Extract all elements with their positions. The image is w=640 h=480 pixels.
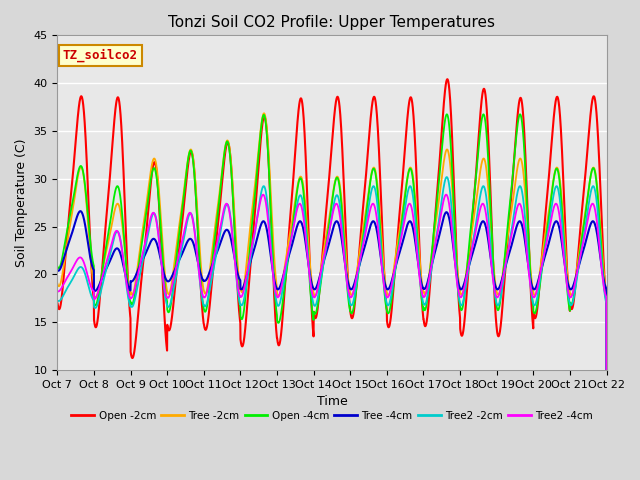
Tree -4cm bbox=[77, 208, 84, 214]
Tree2 -2cm bbox=[288, 234, 296, 240]
Line: Open -2cm: Open -2cm bbox=[58, 79, 607, 466]
Tree2 -4cm bbox=[533, 288, 541, 294]
Tree -2cm bbox=[592, 172, 600, 178]
Open -4cm bbox=[264, 148, 272, 154]
Open -4cm bbox=[533, 304, 541, 310]
Tree -4cm bbox=[149, 236, 157, 242]
Open -2cm bbox=[592, 104, 600, 109]
Tree2 -4cm bbox=[288, 233, 296, 239]
Tree -2cm bbox=[264, 143, 272, 148]
Open -4cm bbox=[148, 168, 156, 173]
Tree -4cm bbox=[54, 267, 61, 273]
Line: Tree -4cm: Tree -4cm bbox=[58, 211, 607, 466]
Tree -2cm bbox=[260, 110, 268, 116]
Open -2cm bbox=[264, 146, 272, 152]
Line: Tree2 -4cm: Tree2 -4cm bbox=[58, 195, 607, 466]
Tree -2cm bbox=[116, 207, 124, 213]
Tree -4cm bbox=[288, 242, 296, 248]
Tree2 -4cm bbox=[442, 192, 450, 198]
Tree2 -2cm bbox=[264, 206, 272, 212]
Tree2 -2cm bbox=[603, 463, 611, 468]
Legend: Open -2cm, Tree -2cm, Open -4cm, Tree -4cm, Tree2 -2cm, Tree2 -4cm: Open -2cm, Tree -2cm, Open -4cm, Tree -4… bbox=[67, 407, 596, 425]
Open -4cm bbox=[603, 463, 611, 468]
Tree2 -4cm bbox=[592, 212, 600, 217]
Open -4cm bbox=[116, 192, 124, 198]
Tree2 -2cm bbox=[116, 235, 124, 240]
Open -4cm bbox=[592, 175, 600, 180]
Y-axis label: Soil Temperature (C): Soil Temperature (C) bbox=[15, 138, 28, 267]
Line: Tree2 -2cm: Tree2 -2cm bbox=[58, 177, 607, 466]
Open -4cm bbox=[479, 111, 487, 117]
Tree -2cm bbox=[148, 159, 156, 165]
Tree2 -2cm bbox=[54, 298, 61, 303]
Tree2 -4cm bbox=[54, 288, 61, 294]
Tree2 -4cm bbox=[264, 216, 272, 222]
Open -2cm bbox=[148, 165, 156, 171]
Tree -4cm bbox=[264, 234, 272, 240]
Tree2 -4cm bbox=[148, 210, 156, 216]
Tree -4cm bbox=[533, 283, 541, 288]
Open -2cm bbox=[444, 76, 451, 82]
Tree -4cm bbox=[116, 250, 124, 256]
Tree -2cm bbox=[533, 288, 541, 294]
Tree2 -2cm bbox=[443, 174, 451, 180]
Open -2cm bbox=[533, 310, 541, 315]
Open -2cm bbox=[288, 196, 296, 202]
Tree2 -2cm bbox=[592, 192, 600, 198]
Tree2 -4cm bbox=[116, 236, 124, 241]
Tree -2cm bbox=[54, 281, 61, 287]
Open -2cm bbox=[603, 463, 611, 468]
Line: Open -4cm: Open -4cm bbox=[58, 114, 607, 466]
Tree -4cm bbox=[592, 225, 600, 230]
Open -4cm bbox=[288, 231, 296, 237]
Tree -4cm bbox=[603, 463, 611, 468]
Tree -2cm bbox=[288, 219, 296, 225]
Title: Tonzi Soil CO2 Profile: Upper Temperatures: Tonzi Soil CO2 Profile: Upper Temperatur… bbox=[168, 15, 495, 30]
Open -4cm bbox=[54, 264, 61, 269]
Tree2 -4cm bbox=[603, 463, 611, 468]
Open -2cm bbox=[116, 106, 124, 111]
Open -2cm bbox=[54, 300, 61, 306]
X-axis label: Time: Time bbox=[317, 396, 348, 408]
Line: Tree -2cm: Tree -2cm bbox=[58, 113, 607, 466]
Tree2 -2cm bbox=[533, 297, 541, 303]
Text: TZ_soilco2: TZ_soilco2 bbox=[63, 48, 138, 62]
Tree2 -2cm bbox=[148, 212, 156, 217]
Tree -2cm bbox=[603, 463, 611, 468]
